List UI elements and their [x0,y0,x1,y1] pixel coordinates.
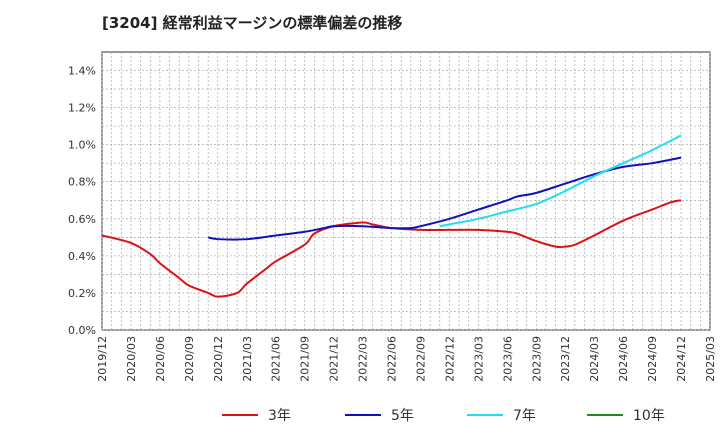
x-tick-label: 2020/06 [154,336,167,382]
x-tick-label: 2024/12 [675,336,688,382]
legend-label-3: 10年 [633,408,665,424]
x-tick-label: 2022/06 [386,336,399,382]
legend: 3年 5年 7年 10年 [222,408,665,424]
plot-area [101,51,711,331]
x-tick-label: 2024/03 [588,336,601,382]
chart-title: [3204] 経常利益マージンの標準偏差の推移 [102,14,402,32]
series-line-1 [207,156,682,241]
x-tick-label: 2020/12 [212,336,225,382]
legend-label-2: 7年 [513,408,536,424]
x-tick-label: 2021/12 [328,336,341,382]
x-tick-label: 2023/09 [530,336,543,382]
legend-label-0: 3年 [268,408,291,424]
x-tick-label: 2021/09 [299,336,312,382]
x-tick-label: 2023/06 [501,336,514,382]
series-line-2 [439,134,682,228]
x-tick-label: 2023/03 [472,336,485,382]
y-tick-label: 1.0% [68,139,96,152]
x-tick-label: 2021/03 [241,336,254,382]
x-tick-label: 2021/06 [270,336,283,382]
x-tick-label: 2025/03 [704,336,717,382]
y-tick-label: 0.8% [68,176,96,189]
x-tick-label: 2020/03 [125,336,138,382]
x-tick-label: 2019/12 [96,336,109,382]
x-tick-label: 2023/12 [559,336,572,382]
y-tick-label: 0.0% [68,324,96,337]
y-tick-label: 0.4% [68,250,96,263]
x-axis: 2019/12 2020/03 2020/06 2020/09 2020/12 2021/… [96,336,717,382]
x-tick-label: 2022/12 [443,336,456,382]
grid [101,52,711,331]
y-tick-label: 0.2% [68,287,96,300]
y-axis: 0.0% 0.2% 0.4% 0.6% 0.8% 1.0% 1.2% 1.4% [68,65,96,337]
y-tick-label: 0.6% [68,213,96,226]
legend-label-1: 5年 [391,408,414,424]
x-tick-label: 2024/06 [617,336,630,382]
x-tick-label: 2020/09 [183,336,196,382]
x-tick-label: 2022/03 [357,336,370,382]
x-tick-label: 2024/09 [646,336,659,382]
x-tick-label: 2022/09 [414,336,427,382]
series-line-0 [101,199,682,298]
y-tick-label: 1.4% [68,65,96,78]
series-lines [101,134,682,298]
y-tick-label: 1.2% [68,102,96,115]
